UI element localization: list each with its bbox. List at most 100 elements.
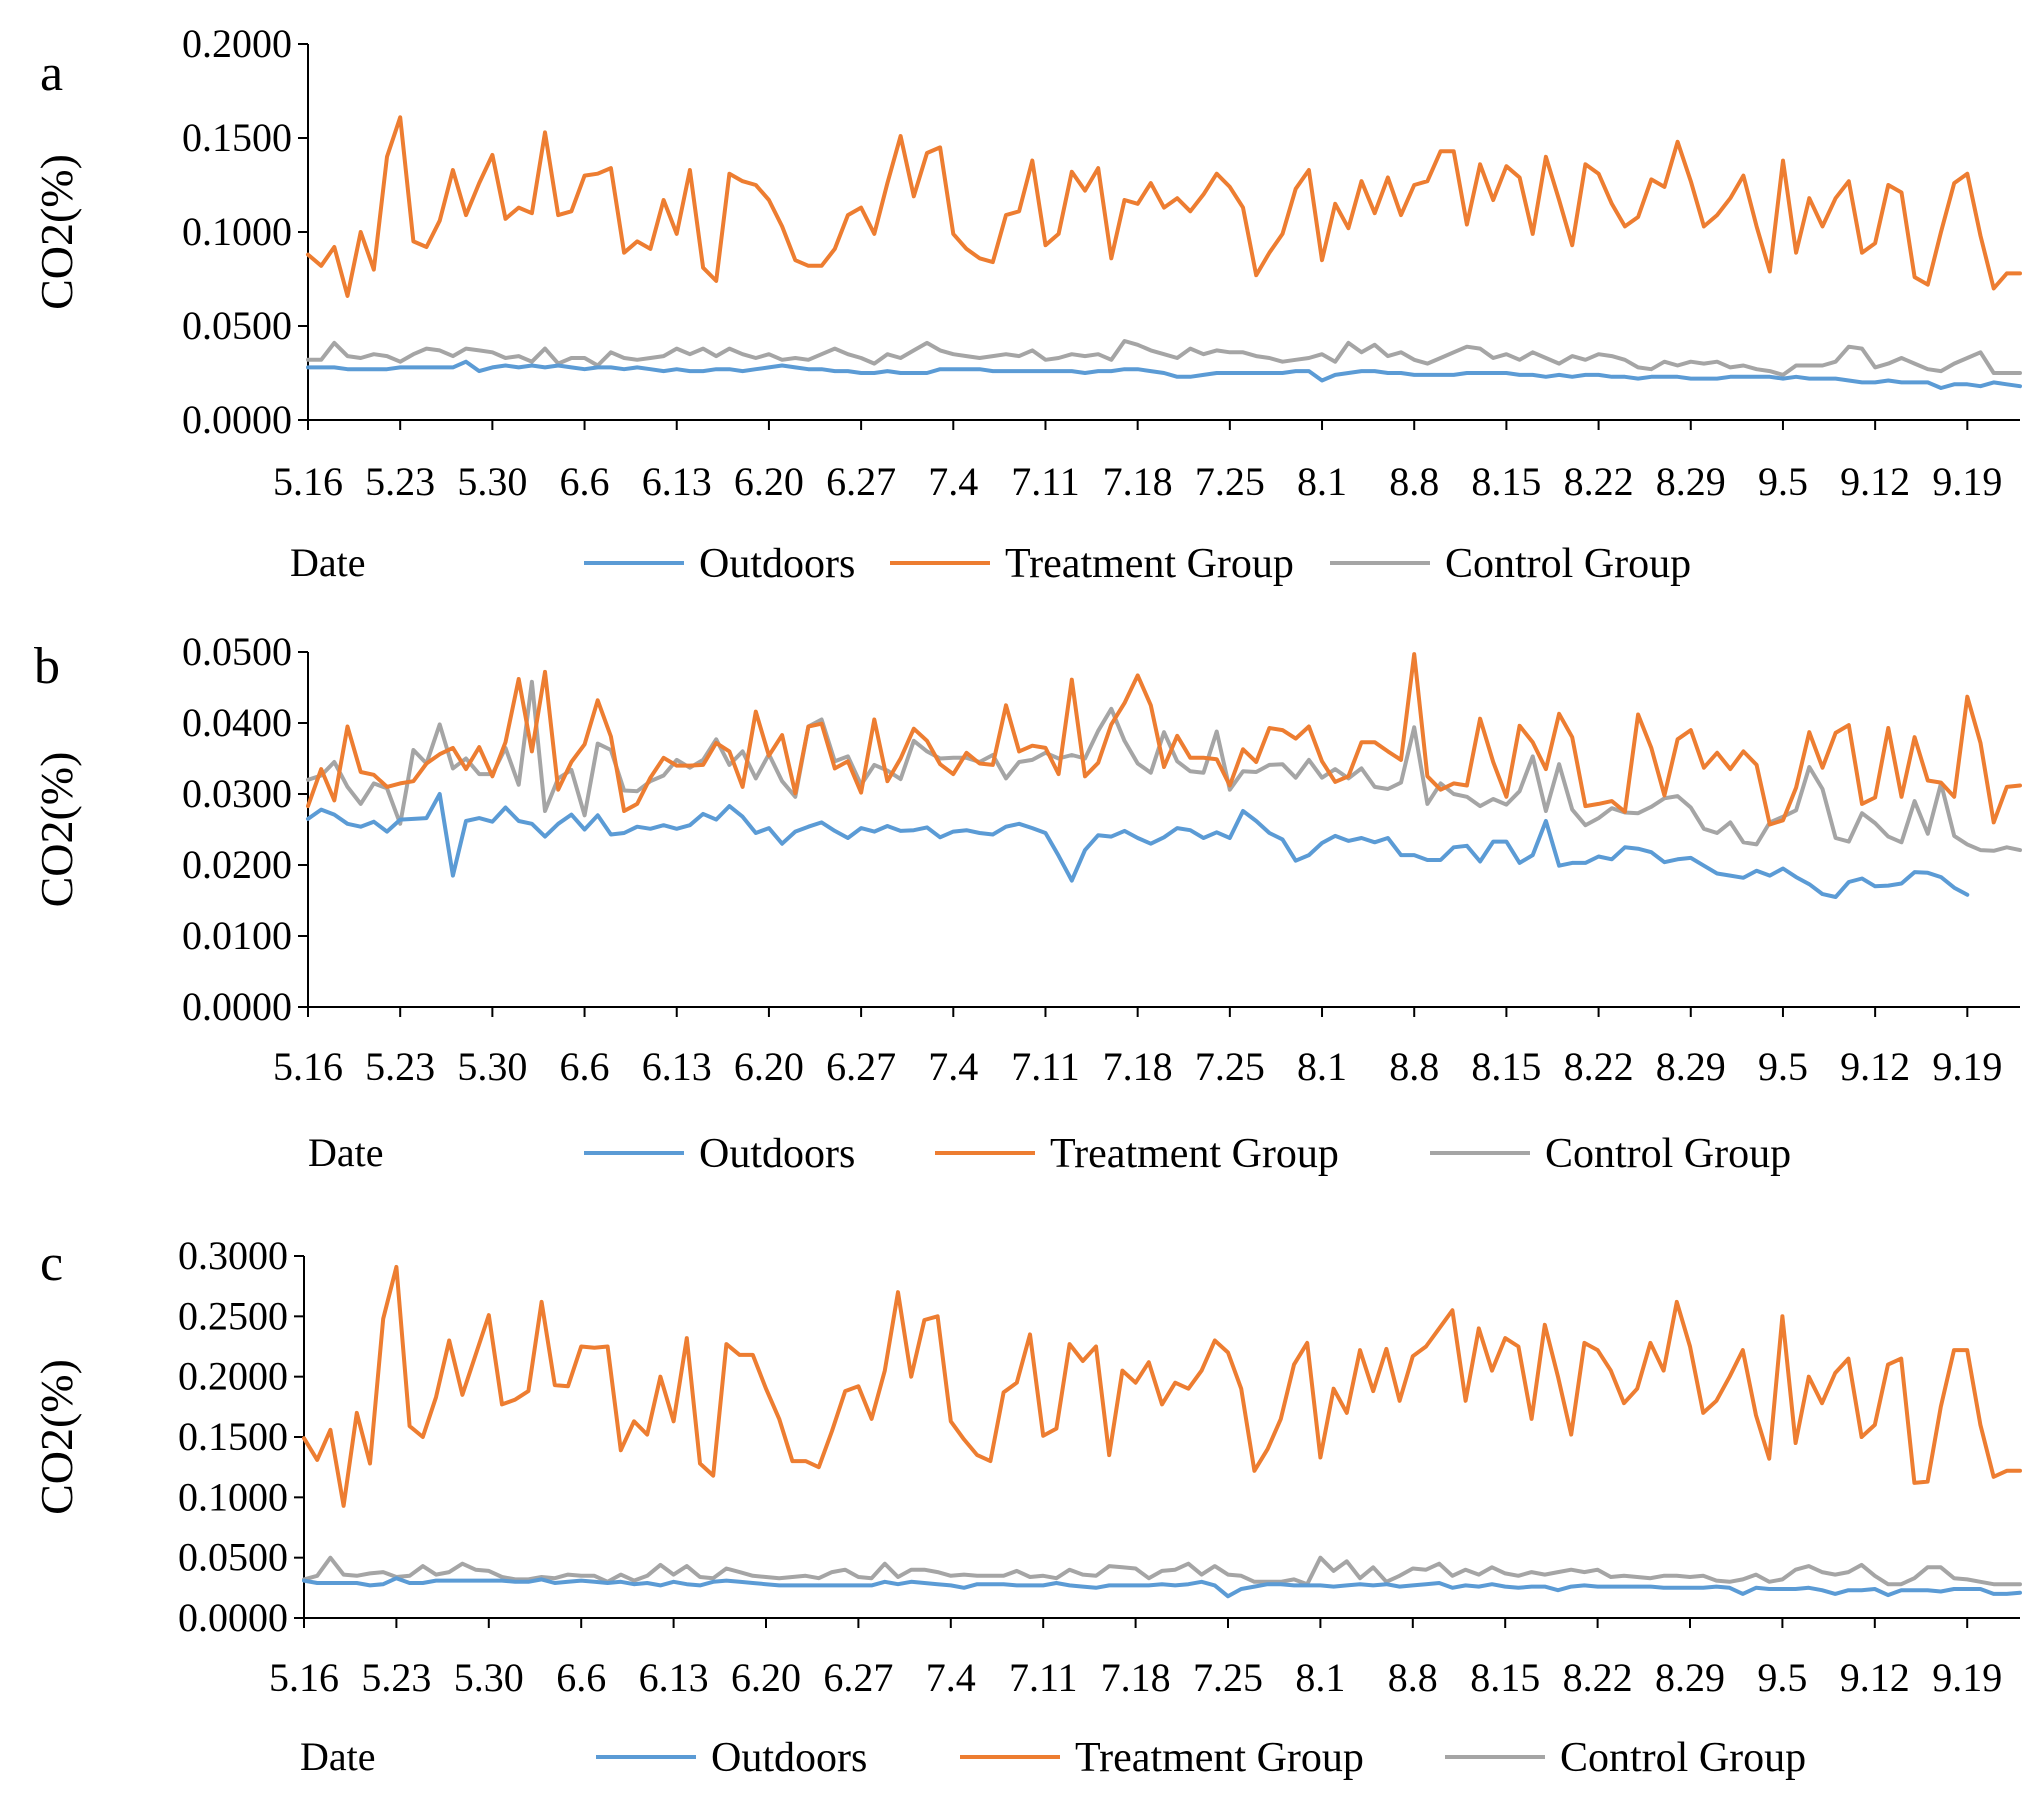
series-line-control: [306, 679, 2022, 853]
y-tick-label: 0.0000: [182, 397, 292, 442]
legend-label: Control Group: [1445, 541, 1691, 587]
x-tick-label: 5.30: [457, 1044, 527, 1089]
y-axis-title: CO2(%): [31, 1359, 82, 1515]
y-axis-title: CO2(%): [31, 752, 82, 908]
legend-label: Outdoors: [711, 1735, 867, 1781]
x-tick-label: 6.27: [823, 1655, 893, 1700]
chart-panel-a: a CO2(%) 0.0000 0.0500 0.1000 0.1500 0.2000 5.1…: [31, 21, 2022, 587]
x-tick-label: 8.22: [1564, 459, 1634, 504]
series-line-outdoors: [306, 359, 2022, 390]
x-tick-label: 7.11: [1011, 1044, 1080, 1089]
series-line-outdoors: [302, 1576, 2022, 1599]
panel-label: a: [40, 45, 63, 102]
legend-label: Control Group: [1560, 1735, 1806, 1781]
x-tick-label: 5.30: [457, 459, 527, 504]
x-tick-label: 5.16: [269, 1655, 339, 1700]
legend-label: Outdoors: [699, 541, 855, 587]
x-tick-label: 7.4: [928, 459, 978, 504]
x-tick-label: 8.15: [1470, 1655, 1540, 1700]
panel-label: b: [34, 638, 60, 695]
y-tick-label: 0.2000: [182, 21, 292, 66]
legend-label: Control Group: [1545, 1131, 1791, 1177]
x-axis-title: Date: [308, 1130, 384, 1175]
legend-label: Outdoors: [699, 1131, 855, 1177]
panel-label: c: [40, 1235, 63, 1292]
y-tick-label: 0.0500: [182, 629, 292, 674]
x-tick-label: 8.29: [1655, 1655, 1725, 1700]
legend-label: Treatment Group: [1050, 1131, 1339, 1177]
x-tick-label: 9.19: [1932, 1044, 2002, 1089]
y-tick-label: 0.2500: [178, 1293, 288, 1338]
x-tick-label: 5.23: [365, 459, 435, 504]
y-tick-label: 0.1500: [178, 1414, 288, 1459]
series-line-treatment: [302, 1264, 2022, 1508]
x-tick-label: 7.4: [928, 1044, 978, 1089]
y-tick-label: 0.0100: [182, 913, 292, 958]
x-tick-label: 6.20: [731, 1655, 801, 1700]
series-line-control: [306, 339, 2022, 377]
x-tick-label: 6.20: [734, 459, 804, 504]
chart-panel-c: c CO2(%) 0.0000 0.0500 0.1000 0.1500 0.2000 0.2…: [31, 1233, 2022, 1781]
y-tick-label: 0.0300: [182, 771, 292, 816]
x-tick-label: 9.19: [1932, 1655, 2002, 1700]
x-tick-label: 6.20: [734, 1044, 804, 1089]
series-line-treatment: [306, 652, 2022, 827]
x-tick-label: 8.22: [1564, 1044, 1634, 1089]
x-tick-label: 7.18: [1103, 459, 1173, 504]
x-tick-label: 5.30: [454, 1655, 524, 1700]
x-tick-label: 8.8: [1388, 1655, 1438, 1700]
x-tick-label: 6.13: [639, 1655, 709, 1700]
x-tick-label: 5.23: [365, 1044, 435, 1089]
x-tick-label: 8.15: [1471, 459, 1541, 504]
x-tick-label: 9.12: [1840, 1044, 1910, 1089]
x-tick-label: 9.12: [1840, 1655, 1910, 1700]
x-tick-label: 7.25: [1195, 459, 1265, 504]
y-axis-title: CO2(%): [31, 154, 82, 310]
x-tick-label: 8.1: [1295, 1655, 1345, 1700]
x-tick-label: 7.11: [1011, 459, 1080, 504]
legend-item-outdoors: Outdoors: [584, 1131, 855, 1177]
x-tick-label: 6.13: [642, 1044, 712, 1089]
y-tick-label: 0.0200: [182, 842, 292, 887]
y-tick-label: 0.0000: [182, 984, 292, 1029]
x-tick-label: 6.27: [826, 1044, 896, 1089]
y-tick-label: 0.0400: [182, 700, 292, 745]
x-tick-label: 6.6: [560, 1044, 610, 1089]
x-tick-label: 8.29: [1656, 1044, 1726, 1089]
x-tick-label: 9.5: [1758, 459, 1808, 504]
x-tick-label: 6.6: [560, 459, 610, 504]
legend-item-outdoors: Outdoors: [584, 541, 855, 587]
x-tick-label: 9.12: [1840, 459, 1910, 504]
x-tick-label: 9.19: [1932, 459, 2002, 504]
x-tick-label: 7.18: [1103, 1044, 1173, 1089]
y-tick-label: 0.2000: [178, 1354, 288, 1399]
x-tick-label: 7.25: [1195, 1044, 1265, 1089]
series-line-treatment: [306, 115, 2022, 298]
series-line-control: [302, 1555, 2022, 1587]
y-tick-label: 0.3000: [178, 1233, 288, 1278]
x-tick-label: 6.27: [826, 459, 896, 504]
y-tick-label: 0.0500: [178, 1535, 288, 1580]
legend-item-control: Control Group: [1330, 541, 1691, 587]
x-tick-label: 9.5: [1758, 1044, 1808, 1089]
legend-label: Treatment Group: [1005, 541, 1294, 587]
y-tick-label: 0.0000: [178, 1595, 288, 1640]
legend-item-outdoors: Outdoors: [596, 1735, 867, 1781]
legend-item-treatment: Treatment Group: [960, 1735, 1364, 1781]
x-tick-label: 7.4: [926, 1655, 976, 1700]
x-tick-label: 7.11: [1009, 1655, 1078, 1700]
x-tick-label: 8.8: [1389, 459, 1439, 504]
x-tick-label: 5.23: [361, 1655, 431, 1700]
x-tick-label: 5.16: [273, 459, 343, 504]
chart-panel-b: b CO2(%) 0.0000 0.0100 0.0200 0.0300 0.0400 0.0…: [31, 629, 2022, 1177]
y-tick-label: 0.0500: [182, 303, 292, 348]
x-tick-label: 6.13: [642, 459, 712, 504]
legend-item-control: Control Group: [1445, 1735, 1806, 1781]
x-tick-label: 8.8: [1389, 1044, 1439, 1089]
y-tick-label: 0.1000: [182, 209, 292, 254]
legend-item-treatment: Treatment Group: [935, 1131, 1339, 1177]
x-tick-label: 8.15: [1471, 1044, 1541, 1089]
x-tick-label: 8.1: [1297, 1044, 1347, 1089]
y-tick-label: 0.1500: [182, 115, 292, 160]
x-axis-title: Date: [300, 1734, 376, 1779]
